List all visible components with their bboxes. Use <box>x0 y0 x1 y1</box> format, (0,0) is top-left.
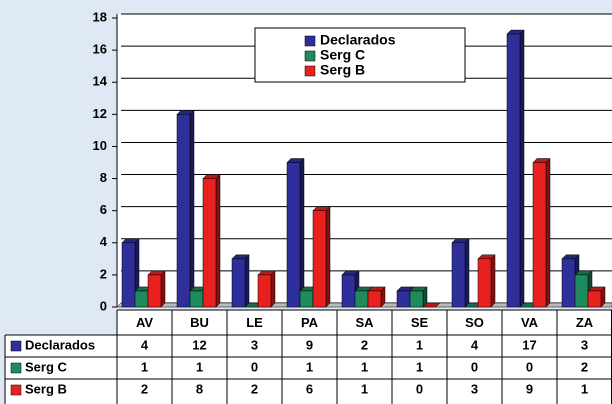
bar-side <box>490 254 496 308</box>
bar <box>134 290 149 308</box>
bar <box>189 290 204 308</box>
table-cell: 0 <box>471 359 478 374</box>
bar-top <box>422 302 441 308</box>
table-cell: 12 <box>192 337 206 352</box>
table-cell: 9 <box>306 337 313 352</box>
legend-label: Serg C <box>320 47 365 63</box>
y-tick-label: 16 <box>93 42 107 57</box>
table-cell: 0 <box>416 381 423 396</box>
table-key <box>10 340 22 352</box>
bar <box>451 242 466 308</box>
bar-side <box>189 109 195 308</box>
table-cell: 1 <box>416 337 423 352</box>
bar-side <box>244 254 250 308</box>
x-tick-label: SE <box>411 315 429 330</box>
y-tick-label: 4 <box>100 234 108 249</box>
x-tick-label: ZA <box>576 315 594 330</box>
bar-side <box>215 173 221 308</box>
table-cell: 4 <box>471 337 479 352</box>
table-cell: 1 <box>581 381 588 396</box>
table-row-label: Declarados <box>25 337 95 352</box>
table-key <box>10 384 22 396</box>
bar <box>354 290 369 308</box>
bar <box>409 290 424 308</box>
bar-side <box>299 157 305 308</box>
y-tick-label: 14 <box>93 74 108 89</box>
table-cell: 1 <box>306 359 313 374</box>
bar <box>396 290 411 308</box>
legend <box>254 27 466 83</box>
table-bg <box>5 335 117 404</box>
y-tick-label: 10 <box>93 138 107 153</box>
bar <box>147 274 162 308</box>
bar <box>231 258 246 308</box>
table-cell: 0 <box>526 359 533 374</box>
y-tick-label: 18 <box>93 9 107 24</box>
x-tick-label: SA <box>355 315 374 330</box>
legend-label: Declarados <box>320 32 396 48</box>
y-tick-label: 8 <box>100 170 107 185</box>
table-cell: 3 <box>251 337 258 352</box>
bar-side <box>325 206 331 308</box>
table-cell: 1 <box>361 359 368 374</box>
table-cell: 3 <box>471 381 478 396</box>
table-cell: 2 <box>361 337 368 352</box>
legend-label: Serg B <box>320 62 365 78</box>
bar <box>532 162 547 308</box>
table-row-label: Serg B <box>25 381 67 396</box>
table-cell: 1 <box>361 381 368 396</box>
bar-side <box>545 157 551 308</box>
bar <box>286 162 301 308</box>
bar <box>202 178 217 308</box>
bar <box>587 290 602 308</box>
bar <box>121 242 136 308</box>
x-tick-label: BU <box>190 315 209 330</box>
table-cell: 2 <box>251 381 258 396</box>
table-cell: 9 <box>526 381 533 396</box>
bar-side <box>464 238 470 308</box>
table-cell: 1 <box>196 359 203 374</box>
x-tick-label: VA <box>521 315 539 330</box>
x-tick-label: LE <box>246 315 263 330</box>
bar <box>341 274 356 308</box>
bar <box>506 33 521 308</box>
table-cell: 2 <box>581 359 588 374</box>
bar-side <box>519 29 525 308</box>
table-cell: 4 <box>141 337 149 352</box>
x-tick-label: AV <box>136 315 153 330</box>
legend-key <box>304 35 316 47</box>
bar <box>574 274 589 308</box>
bar <box>477 258 492 308</box>
x-tick-label: SO <box>465 315 484 330</box>
table-cell: 6 <box>306 381 313 396</box>
table-cell: 1 <box>416 359 423 374</box>
table-cell: 8 <box>196 381 203 396</box>
table-cell: 0 <box>251 359 258 374</box>
bar <box>299 290 314 308</box>
y-tick-label: 0 <box>100 298 107 313</box>
bar-side <box>270 270 276 308</box>
y-tick-label: 2 <box>100 266 107 281</box>
x-tick-label: PA <box>301 315 319 330</box>
bar <box>367 290 382 308</box>
bar-side <box>160 270 166 308</box>
table-cell: 2 <box>141 381 148 396</box>
y-tick-label: 12 <box>93 106 107 121</box>
table-row-label: Serg C <box>25 359 68 374</box>
table-cell: 17 <box>522 337 536 352</box>
legend-key <box>304 50 316 62</box>
y-tick-label: 6 <box>100 202 107 217</box>
bar <box>257 274 272 308</box>
legend-key <box>304 65 316 77</box>
bar <box>312 210 327 308</box>
bar <box>176 114 191 308</box>
table-cell: 3 <box>581 337 588 352</box>
bar <box>561 258 576 308</box>
table-cell: 1 <box>141 359 148 374</box>
table-key <box>10 362 22 374</box>
